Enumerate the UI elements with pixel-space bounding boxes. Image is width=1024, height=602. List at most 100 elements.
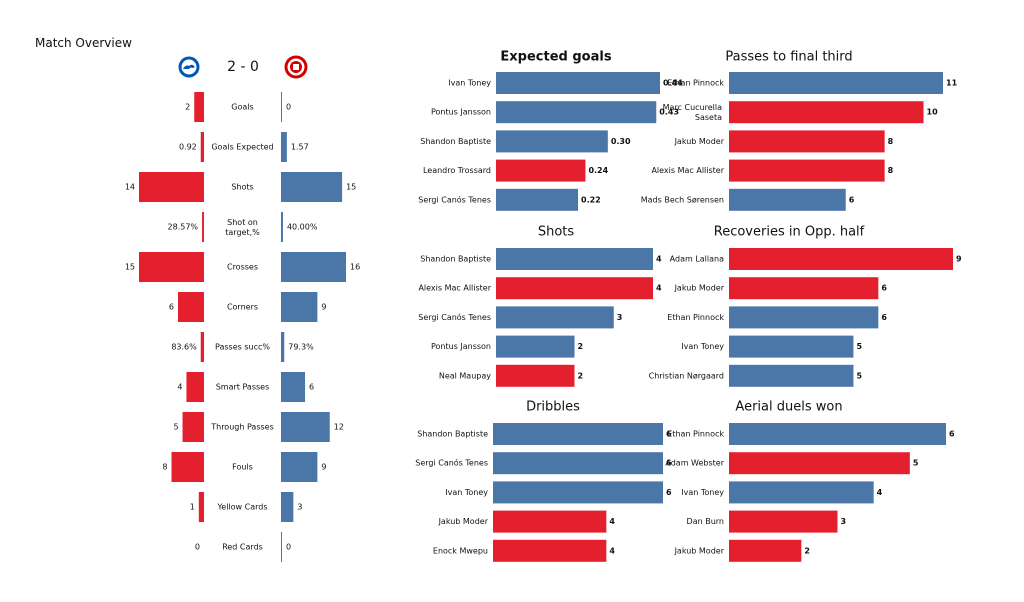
comparison-category-label: Shots bbox=[231, 183, 253, 192]
player-bar bbox=[729, 481, 874, 504]
player-name-label: Ivan Toney bbox=[681, 342, 724, 351]
away-value-label: 9 bbox=[321, 463, 326, 472]
away-bar bbox=[281, 492, 294, 522]
player-bar bbox=[496, 364, 575, 387]
home-bar bbox=[178, 292, 204, 322]
player-name-label: Jakub Moder bbox=[674, 546, 725, 555]
panel-title: Passes to final third bbox=[725, 50, 852, 65]
player-value-label: 11 bbox=[946, 79, 958, 88]
home-bar bbox=[186, 372, 204, 402]
player-bar bbox=[729, 364, 854, 387]
player-bar bbox=[729, 130, 885, 153]
player-name-label: Christian Nørgaard bbox=[649, 371, 724, 380]
brentford-badge-icon bbox=[284, 55, 308, 79]
player-name-label: Neal Maupay bbox=[439, 371, 491, 380]
player-name-label: Sergi Canós Tenes bbox=[418, 312, 491, 322]
home-bar bbox=[200, 332, 204, 362]
comparison-category-label: Through Passes bbox=[210, 423, 274, 432]
player-bar bbox=[496, 188, 578, 211]
away-bar bbox=[281, 452, 318, 482]
player-bar bbox=[496, 72, 660, 94]
panel-title: Expected goals bbox=[500, 50, 611, 65]
home-value-label: 6 bbox=[169, 303, 174, 312]
away-bar bbox=[281, 212, 283, 242]
player-bar bbox=[496, 277, 653, 300]
away-bar bbox=[281, 292, 318, 322]
home-bar bbox=[198, 492, 204, 522]
player-value-label: 4 bbox=[609, 546, 615, 555]
player-bar bbox=[496, 306, 614, 329]
comparison-category-label: Goals Expected bbox=[211, 143, 273, 152]
player-value-label: 4 bbox=[609, 517, 615, 526]
home-bar bbox=[139, 252, 204, 282]
away-value-label: 0 bbox=[286, 543, 291, 552]
player-bar bbox=[493, 452, 663, 475]
player-bar bbox=[729, 248, 953, 270]
panel-title: Recoveries in Opp. half bbox=[714, 225, 865, 240]
player-value-label: 5 bbox=[856, 371, 862, 380]
home-bar bbox=[194, 92, 204, 122]
player-bar bbox=[493, 539, 607, 562]
player-name-label: Pontus Jansson bbox=[431, 108, 491, 117]
player-value-label: 0.44 bbox=[663, 79, 683, 88]
away-bar bbox=[281, 252, 346, 282]
home-value-label: 1 bbox=[190, 503, 195, 512]
player-bar bbox=[729, 306, 879, 329]
player-bar bbox=[496, 159, 586, 182]
home-bar bbox=[139, 172, 204, 202]
away-value-label: 16 bbox=[350, 263, 360, 272]
player-bar bbox=[729, 101, 924, 124]
player-name-label: Adam Webster bbox=[665, 459, 724, 468]
player-name-label: Shandon Baptiste bbox=[420, 255, 491, 264]
away-value-label: 79.3% bbox=[288, 343, 314, 352]
player-bar bbox=[729, 72, 943, 94]
comparison-category-label: Fouls bbox=[232, 463, 253, 472]
away-bar bbox=[281, 372, 306, 402]
away-bar bbox=[281, 132, 287, 162]
player-bar bbox=[729, 423, 946, 445]
player-bar bbox=[496, 101, 657, 124]
panel-title: Aerial duels won bbox=[735, 400, 842, 415]
player-bar bbox=[729, 188, 846, 211]
player-name-label: Jakub Moder bbox=[438, 517, 489, 526]
player-name-label: Ethan Pinnock bbox=[667, 430, 724, 439]
brighton-badge-icon bbox=[178, 56, 200, 78]
player-bar bbox=[496, 248, 653, 270]
player-name-label: Pontus Jansson bbox=[431, 342, 491, 351]
home-value-label: 8 bbox=[162, 463, 167, 472]
player-value-label: 2 bbox=[578, 371, 584, 380]
away-badge bbox=[284, 55, 308, 79]
home-bar bbox=[202, 212, 204, 242]
player-value-label: 8 bbox=[888, 137, 894, 146]
player-value-label: 6 bbox=[949, 430, 955, 439]
panel-title: Dribbles bbox=[526, 400, 580, 415]
score: 2 - 0 bbox=[227, 59, 259, 75]
player-name-label: Mads Bech Sørensen bbox=[641, 195, 724, 204]
home-value-label: 2 bbox=[185, 103, 190, 112]
player-value-label: 0.30 bbox=[611, 137, 631, 146]
player-value-label: 4 bbox=[656, 284, 662, 293]
player-bar bbox=[493, 481, 663, 504]
player-name-label: Sergi Canós Tenes bbox=[415, 458, 488, 468]
player-bar bbox=[729, 510, 838, 533]
home-value-label: 4 bbox=[177, 383, 182, 392]
player-value-label: 2 bbox=[578, 342, 584, 351]
away-value-label: 40.00% bbox=[287, 223, 318, 232]
home-bar bbox=[171, 452, 204, 482]
player-name-label: Ethan Pinnock bbox=[667, 79, 724, 88]
home-value-label: 0 bbox=[195, 543, 200, 552]
player-value-label: 6 bbox=[881, 313, 887, 322]
player-value-label: 5 bbox=[856, 342, 862, 351]
player-value-label: 6 bbox=[666, 430, 672, 439]
player-bar bbox=[729, 335, 854, 358]
home-value-label: 28.57% bbox=[168, 223, 199, 232]
panel-title: Shots bbox=[538, 225, 575, 240]
player-name-label: Sergi Canós Tenes bbox=[418, 194, 491, 204]
player-name-label: Alexis Mac Allister bbox=[651, 166, 724, 175]
comparison-category-label: Red Cards bbox=[222, 543, 263, 552]
player-value-label: 0.22 bbox=[581, 195, 601, 204]
player-value-label: 0.24 bbox=[588, 166, 608, 175]
player-value-label: 5 bbox=[913, 459, 919, 468]
